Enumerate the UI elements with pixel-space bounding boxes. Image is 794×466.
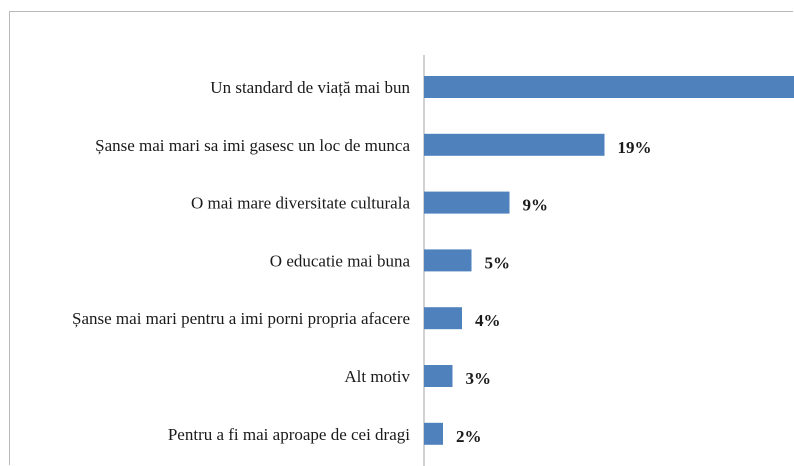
category-label: Șanse mai mari sa imi gasesc un loc de m…	[95, 136, 410, 155]
category-label: O mai mare diversitate culturala	[191, 194, 410, 213]
category-label: O educatie mai buna	[270, 251, 411, 270]
bar	[424, 422, 443, 445]
bar	[424, 249, 472, 272]
bar	[424, 191, 510, 214]
data-label: 4%	[475, 311, 501, 330]
data-label: 5%	[485, 253, 511, 272]
category-label: Pentru a fi mai aproape de cei dragi	[168, 425, 410, 444]
chart-frame	[9, 11, 793, 465]
bar	[424, 307, 462, 330]
category-label: Alt motiv	[344, 367, 410, 386]
data-label: 19%	[618, 138, 652, 157]
category-label: Șanse mai mari pentru a imi porni propri…	[72, 309, 410, 328]
category-label: Un standard de viață mai bun	[210, 78, 410, 97]
data-label: 2%	[456, 427, 482, 446]
bar	[424, 365, 453, 387]
data-label: 3%	[466, 369, 492, 388]
data-label: 9%	[523, 196, 549, 215]
bar	[424, 76, 794, 98]
bar	[424, 133, 605, 156]
